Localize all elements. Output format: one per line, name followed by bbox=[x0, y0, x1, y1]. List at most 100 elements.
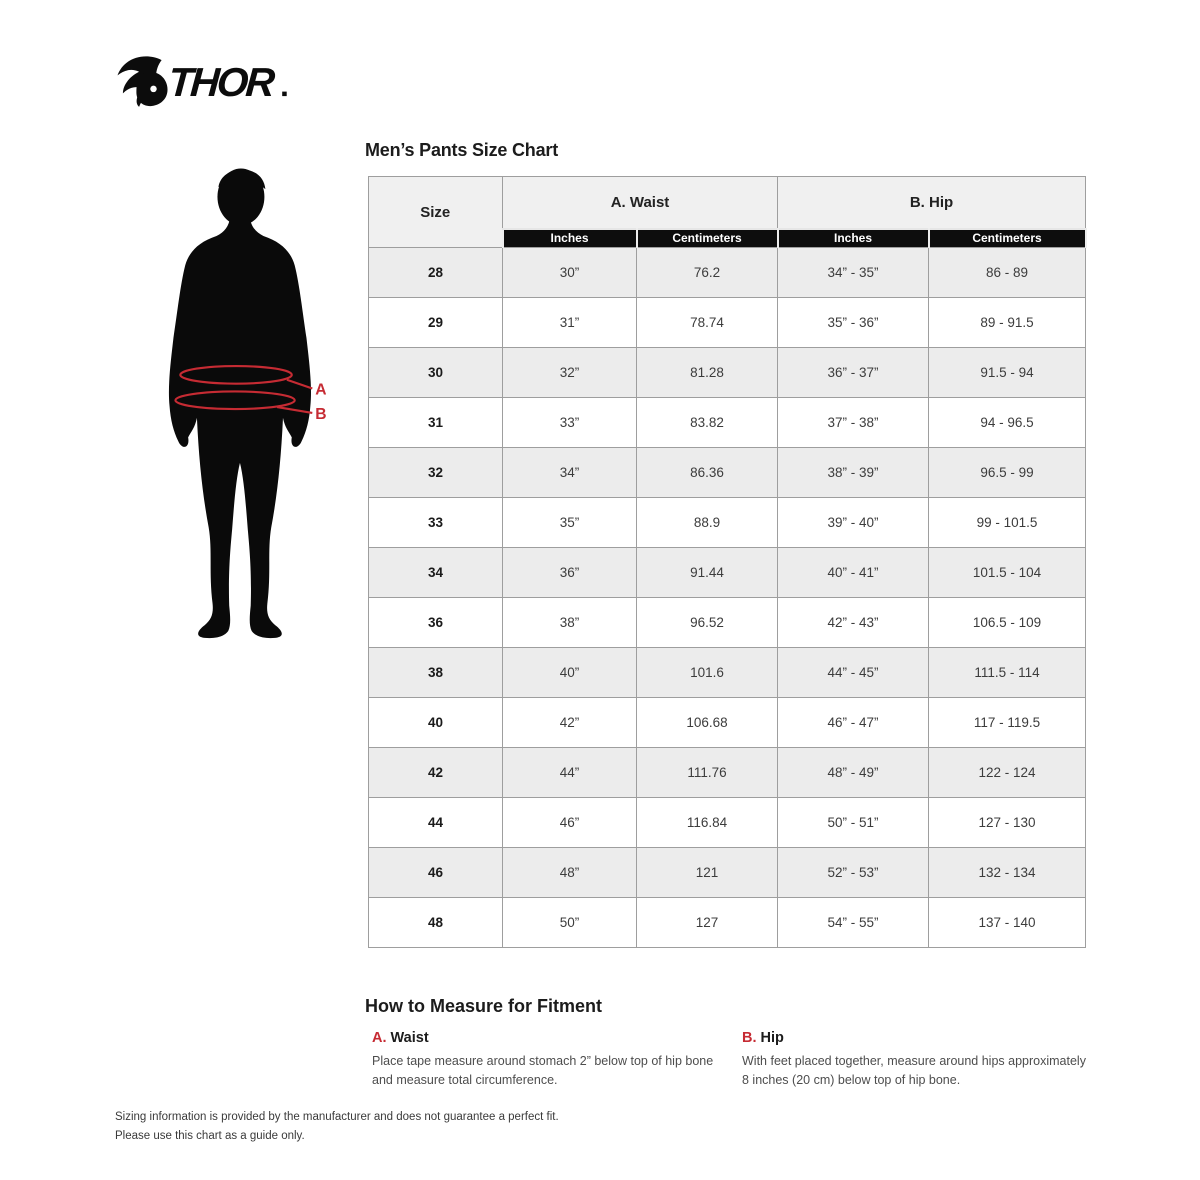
cell-waist-in: 34” bbox=[502, 447, 637, 498]
measure-item-waist: A. Waist Place tape measure around stoma… bbox=[372, 1030, 732, 1091]
cell-hip-cm: 99 - 101.5 bbox=[928, 497, 1086, 548]
unit-header-waist-inches: Inches bbox=[501, 227, 638, 248]
cell-hip-in: 40” - 41” bbox=[777, 547, 929, 598]
cell-waist-cm: 81.28 bbox=[636, 347, 778, 398]
cell-size: 33 bbox=[368, 497, 503, 548]
hip-label-b: B bbox=[315, 406, 326, 423]
cell-size: 42 bbox=[368, 747, 503, 798]
cell-waist-in: 46” bbox=[502, 797, 637, 848]
cell-waist-cm: 83.82 bbox=[636, 397, 778, 448]
hip-measure-line bbox=[174, 390, 296, 411]
cell-size: 38 bbox=[368, 647, 503, 698]
figure-body bbox=[168, 216, 311, 639]
table-row: 44 46” 116.84 50” - 51” 127 - 130 bbox=[368, 797, 1086, 848]
cell-hip-cm: 106.5 - 109 bbox=[928, 597, 1086, 648]
cell-waist-in: 50” bbox=[502, 897, 637, 948]
cell-waist-cm: 127 bbox=[636, 897, 778, 948]
cell-hip-in: 54” - 55” bbox=[777, 897, 929, 948]
cell-hip-in: 38” - 39” bbox=[777, 447, 929, 498]
cell-hip-in: 35” - 36” bbox=[777, 297, 929, 348]
cell-waist-in: 36” bbox=[502, 547, 637, 598]
measure-key-b: B. bbox=[742, 1030, 757, 1046]
table-row: 29 31” 78.74 35” - 36” 89 - 91.5 bbox=[368, 297, 1086, 348]
disclaimer-footer: Sizing information is provided by the ma… bbox=[115, 1108, 559, 1146]
cell-hip-in: 50” - 51” bbox=[777, 797, 929, 848]
column-header-waist: A. Waist bbox=[502, 176, 778, 229]
cell-waist-cm: 111.76 bbox=[636, 747, 778, 798]
cell-size: 34 bbox=[368, 547, 503, 598]
cell-size: 44 bbox=[368, 797, 503, 848]
cell-hip-cm: 127 - 130 bbox=[928, 797, 1086, 848]
cell-waist-in: 31” bbox=[502, 297, 637, 348]
table-row: 40 42” 106.68 46” - 47” 117 - 119.5 bbox=[368, 697, 1086, 748]
table-row: 32 34” 86.36 38” - 39” 96.5 - 99 bbox=[368, 447, 1086, 498]
cell-waist-in: 35” bbox=[502, 497, 637, 548]
disclaimer-line-1: Sizing information is provided by the ma… bbox=[115, 1111, 559, 1123]
cell-waist-in: 32” bbox=[502, 347, 637, 398]
disclaimer-line-2: Please use this chart as a guide only. bbox=[115, 1129, 305, 1142]
table-row: 38 40” 101.6 44” - 45” 111.5 - 114 bbox=[368, 647, 1086, 698]
cell-hip-in: 42” - 43” bbox=[777, 597, 929, 648]
cell-hip-cm: 117 - 119.5 bbox=[928, 697, 1086, 748]
cell-size: 40 bbox=[368, 697, 503, 748]
measure-text-hip: With feet placed together, measure aroun… bbox=[742, 1054, 1086, 1088]
cell-waist-in: 30” bbox=[502, 247, 637, 298]
cell-waist-cm: 96.52 bbox=[636, 597, 778, 648]
cell-size: 48 bbox=[368, 897, 503, 948]
measure-text-waist: Place tape measure around stomach 2” bel… bbox=[372, 1054, 714, 1088]
waist-pointer-line bbox=[286, 378, 313, 390]
cell-size: 31 bbox=[368, 397, 503, 448]
page-title: Men’s Pants Size Chart bbox=[365, 140, 558, 160]
cell-hip-cm: 122 - 124 bbox=[928, 747, 1086, 798]
table-row: 46 48” 121 52” - 53” 132 - 134 bbox=[368, 847, 1086, 898]
table-row: 31 33” 83.82 37” - 38” 94 - 96.5 bbox=[368, 397, 1086, 448]
waist-label-a: A bbox=[315, 381, 326, 398]
table-row: 36 38” 96.52 42” - 43” 106.5 - 109 bbox=[368, 597, 1086, 648]
cell-hip-in: 37” - 38” bbox=[777, 397, 929, 448]
cell-hip-cm: 101.5 - 104 bbox=[928, 547, 1086, 598]
cell-waist-in: 42” bbox=[502, 697, 637, 748]
logo-text: THOR bbox=[167, 59, 277, 105]
measure-item-hip-title: B. Hip bbox=[742, 1030, 1102, 1046]
cell-waist-in: 33” bbox=[502, 397, 637, 448]
cell-hip-in: 36” - 37” bbox=[777, 347, 929, 398]
figure-hair bbox=[218, 169, 266, 190]
cell-hip-in: 39” - 40” bbox=[777, 497, 929, 548]
cell-hip-cm: 86 - 89 bbox=[928, 247, 1086, 298]
cell-waist-cm: 86.36 bbox=[636, 447, 778, 498]
cell-size: 30 bbox=[368, 347, 503, 398]
cell-waist-cm: 116.84 bbox=[636, 797, 778, 848]
size-chart-table: Size A. Waist B. Hip Inches Centimeters … bbox=[368, 176, 1087, 948]
table-header-row-groups: Size A. Waist B. Hip bbox=[368, 176, 1086, 248]
table-row: 42 44” 111.76 48” - 49” 122 - 124 bbox=[368, 747, 1086, 798]
cell-waist-cm: 101.6 bbox=[636, 647, 778, 698]
cell-hip-cm: 94 - 96.5 bbox=[928, 397, 1086, 448]
unit-header-hip-inches: Inches bbox=[776, 227, 930, 248]
measure-title-hip: Hip bbox=[760, 1030, 784, 1046]
unit-header-hip-centimeters: Centimeters bbox=[927, 227, 1087, 248]
cell-hip-cm: 96.5 - 99 bbox=[928, 447, 1086, 498]
size-chart-table-container: Size A. Waist B. Hip Inches Centimeters … bbox=[368, 176, 1087, 948]
measure-title-waist: Waist bbox=[390, 1030, 429, 1046]
cell-waist-cm: 78.74 bbox=[636, 297, 778, 348]
cell-hip-in: 34” - 35” bbox=[777, 247, 929, 298]
cell-hip-in: 46” - 47” bbox=[777, 697, 929, 748]
cell-size: 36 bbox=[368, 597, 503, 648]
cell-hip-in: 52” - 53” bbox=[777, 847, 929, 898]
unit-header-waist-centimeters: Centimeters bbox=[635, 227, 779, 248]
cell-hip-cm: 132 - 134 bbox=[928, 847, 1086, 898]
table-row: 30 32” 81.28 36” - 37” 91.5 - 94 bbox=[368, 347, 1086, 398]
cell-hip-cm: 91.5 - 94 bbox=[928, 347, 1086, 398]
logo-trademark-dot bbox=[282, 91, 287, 97]
cell-hip-in: 48” - 49” bbox=[777, 747, 929, 798]
cell-waist-in: 38” bbox=[502, 597, 637, 648]
cell-size: 32 bbox=[368, 447, 503, 498]
cell-waist-cm: 121 bbox=[636, 847, 778, 898]
measure-item-hip: B. Hip With feet placed together, measur… bbox=[742, 1030, 1102, 1091]
cell-hip-cm: 111.5 - 114 bbox=[928, 647, 1086, 698]
cell-waist-in: 48” bbox=[502, 847, 637, 898]
cell-waist-in: 40” bbox=[502, 647, 637, 698]
cell-waist-in: 44” bbox=[502, 747, 637, 798]
thor-logo: THOR bbox=[117, 56, 287, 107]
